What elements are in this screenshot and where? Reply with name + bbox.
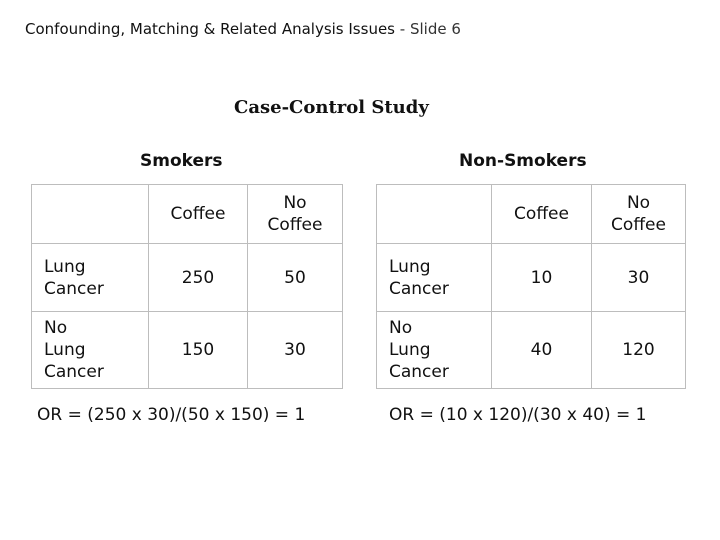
cell-value: 40 <box>491 311 592 389</box>
cell-value: 150 <box>148 311 248 389</box>
cell-value: 10 <box>491 243 592 312</box>
row-label-text: Lung Cancer <box>389 256 449 299</box>
page-title: Case-Control Study <box>234 97 429 118</box>
cell-value: 30 <box>591 243 686 312</box>
slide-header: Confounding, Matching & Related Analysis… <box>25 20 461 38</box>
table-title-non-smokers: Non-Smokers <box>459 151 587 171</box>
row-label-text: Lung Cancer <box>44 256 104 299</box>
slide-number: - Slide 6 <box>399 20 461 38</box>
table-title-smokers: Smokers <box>140 151 223 171</box>
cell-value: 250 <box>148 243 248 312</box>
col-header-label: No Coffee <box>611 193 666 235</box>
contingency-table-non-smokers: Coffee No Coffee Lung Cancer 10 30 No Lu… <box>376 184 686 389</box>
col-header-coffee: Coffee <box>148 184 248 244</box>
cell-value: 30 <box>247 311 343 389</box>
row-label-no-lung-cancer: No Lung Cancer <box>376 311 492 389</box>
odds-ratio-non-smokers: OR = (10 x 120)/(30 x 40) = 1 <box>389 405 647 425</box>
corner-cell <box>31 184 149 244</box>
row-label-text: No Lung Cancer <box>44 318 104 382</box>
col-header-label: No Coffee <box>267 193 323 235</box>
cell-value: 120 <box>591 311 686 389</box>
corner-cell <box>376 184 492 244</box>
col-header-no-coffee: No Coffee <box>591 184 686 244</box>
row-label-lung-cancer: Lung Cancer <box>31 243 149 312</box>
contingency-table-smokers: Coffee No Coffee Lung Cancer 250 50 No L… <box>31 184 343 389</box>
col-header-coffee: Coffee <box>491 184 592 244</box>
row-label-text: No Lung Cancer <box>389 318 449 382</box>
col-header-no-coffee: No Coffee <box>247 184 343 244</box>
slide-header-title: Confounding, Matching & Related Analysis… <box>25 20 395 38</box>
row-label-no-lung-cancer: No Lung Cancer <box>31 311 149 389</box>
odds-ratio-smokers: OR = (250 x 30)/(50 x 150) = 1 <box>37 405 306 425</box>
row-label-lung-cancer: Lung Cancer <box>376 243 492 312</box>
cell-value: 50 <box>247 243 343 312</box>
